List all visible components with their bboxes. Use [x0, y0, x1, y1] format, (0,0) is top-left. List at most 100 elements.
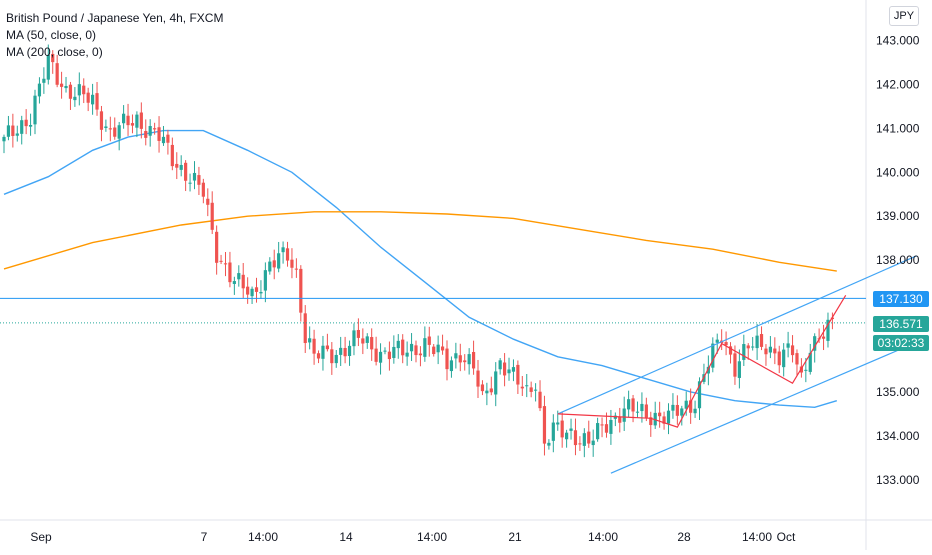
candle[interactable]	[609, 410, 612, 445]
candlestick-chart[interactable]: 143.000142.000141.000140.000139.000138.0…	[0, 0, 932, 550]
candle[interactable]	[100, 106, 103, 141]
candle[interactable]	[574, 419, 577, 456]
candle[interactable]	[233, 277, 236, 295]
candle[interactable]	[525, 374, 528, 397]
channel-upper[interactable]	[558, 256, 917, 414]
candle[interactable]	[578, 436, 581, 451]
candle[interactable]	[122, 105, 125, 129]
candle[interactable]	[565, 430, 568, 448]
candle[interactable]	[530, 382, 533, 398]
candle[interactable]	[724, 331, 727, 355]
candle[interactable]	[335, 350, 338, 368]
candle[interactable]	[224, 252, 227, 276]
candle[interactable]	[202, 179, 205, 203]
candle[interactable]	[676, 395, 679, 425]
candle[interactable]	[791, 335, 794, 362]
candle[interactable]	[516, 360, 519, 394]
candle[interactable]	[592, 430, 595, 457]
candle[interactable]	[437, 336, 440, 365]
candle[interactable]	[432, 344, 435, 357]
candle[interactable]	[742, 335, 745, 366]
candle[interactable]	[193, 161, 196, 189]
candle[interactable]	[317, 350, 320, 363]
candle[interactable]	[264, 262, 267, 302]
candle[interactable]	[627, 391, 630, 418]
candle[interactable]	[299, 265, 302, 321]
candle[interactable]	[313, 330, 316, 365]
candle[interactable]	[406, 342, 409, 366]
candle[interactable]	[383, 347, 386, 354]
candle[interactable]	[42, 67, 45, 94]
candle[interactable]	[246, 277, 249, 304]
ma200-legend[interactable]: MA (200, close, 0)	[6, 44, 223, 61]
candle[interactable]	[472, 341, 475, 375]
candle[interactable]	[118, 122, 121, 150]
candle[interactable]	[454, 343, 457, 369]
candle[interactable]	[499, 358, 502, 375]
candle[interactable]	[64, 77, 67, 93]
candle[interactable]	[671, 393, 674, 419]
candle[interactable]	[211, 191, 214, 234]
candle[interactable]	[370, 328, 373, 361]
candle[interactable]	[104, 120, 107, 132]
candle[interactable]	[521, 376, 524, 396]
candle[interactable]	[215, 225, 218, 274]
candle[interactable]	[693, 401, 696, 418]
candle[interactable]	[11, 114, 14, 148]
candle[interactable]	[507, 358, 510, 381]
candle[interactable]	[494, 362, 497, 406]
candle[interactable]	[711, 337, 714, 372]
ma200-line[interactable]	[4, 212, 837, 271]
candle[interactable]	[764, 344, 767, 366]
candle[interactable]	[401, 334, 404, 363]
candle[interactable]	[769, 336, 772, 358]
currency-button[interactable]: JPY	[889, 6, 919, 26]
candle[interactable]	[392, 335, 395, 363]
candle[interactable]	[826, 313, 829, 348]
candle[interactable]	[587, 421, 590, 448]
candle[interactable]	[512, 359, 515, 381]
candle[interactable]	[543, 396, 546, 456]
candle[interactable]	[321, 336, 324, 371]
candle[interactable]	[304, 305, 307, 353]
candle[interactable]	[481, 380, 484, 395]
candle[interactable]	[171, 138, 174, 171]
candle[interactable]	[738, 349, 741, 388]
candle[interactable]	[414, 341, 417, 363]
candle[interactable]	[623, 397, 626, 431]
candle[interactable]	[286, 242, 289, 267]
candle[interactable]	[751, 337, 754, 351]
candle[interactable]	[348, 341, 351, 366]
candle[interactable]	[188, 174, 191, 192]
candle[interactable]	[756, 324, 759, 360]
candle[interactable]	[166, 130, 169, 155]
candle[interactable]	[423, 326, 426, 361]
candle[interactable]	[445, 340, 448, 380]
candle[interactable]	[538, 380, 541, 411]
candle[interactable]	[149, 119, 152, 146]
candle[interactable]	[131, 114, 134, 133]
candle[interactable]	[636, 402, 639, 418]
candle[interactable]	[428, 327, 431, 357]
candle[interactable]	[140, 102, 143, 138]
candle[interactable]	[782, 343, 785, 376]
candle[interactable]	[184, 160, 187, 191]
candle[interactable]	[91, 84, 94, 115]
candle[interactable]	[476, 360, 479, 398]
candle[interactable]	[773, 337, 776, 364]
candle[interactable]	[547, 439, 550, 449]
candle[interactable]	[569, 419, 572, 440]
candle[interactable]	[20, 116, 23, 145]
candle[interactable]	[787, 332, 790, 357]
candle[interactable]	[126, 104, 129, 136]
candle[interactable]	[135, 111, 138, 137]
candle[interactable]	[822, 325, 825, 350]
candle[interactable]	[352, 323, 355, 355]
candle[interactable]	[410, 333, 413, 361]
candle[interactable]	[206, 188, 209, 216]
symbol-title[interactable]: British Pound / Japanese Yen, 4h, FXCM	[6, 10, 223, 27]
candle[interactable]	[667, 403, 670, 434]
candle[interactable]	[228, 252, 231, 287]
candle[interactable]	[552, 414, 555, 452]
candle[interactable]	[144, 119, 147, 145]
